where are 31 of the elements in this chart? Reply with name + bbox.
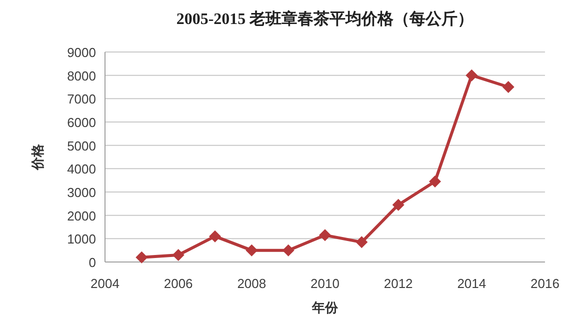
point (392, 198, 404, 211)
y-tick-label: 3000 (67, 185, 96, 200)
y-tick-label: 7000 (67, 92, 96, 107)
y-tick-label: 9000 (67, 45, 96, 60)
x-tick-label: 2014 (457, 276, 486, 291)
x-tick-label: 2004 (90, 276, 120, 291)
point (466, 69, 478, 82)
y-axis-title: 价格 (30, 143, 45, 171)
y-tick-label: 0 (88, 255, 96, 270)
point (319, 229, 331, 242)
y-tick-label: 5000 (67, 138, 96, 154)
x-tick-label: 2006 (164, 276, 193, 291)
x-tick-label: 2012 (384, 276, 413, 291)
y-tick-label: 4000 (67, 162, 96, 177)
x-tick-label: 2008 (237, 276, 266, 291)
y-tick-label: 8000 (67, 68, 96, 84)
y-tick-label: 2000 (67, 208, 96, 224)
y-tick-label: 6000 (67, 115, 96, 130)
point (356, 236, 368, 248)
x-axis-title: 年份 (311, 300, 339, 315)
point (502, 81, 514, 93)
point (282, 244, 294, 256)
x-tick-label: 2016 (530, 276, 560, 291)
point (429, 176, 441, 188)
x-tick-label: 2010 (310, 276, 340, 291)
point (136, 251, 148, 264)
y-tick-label: 1000 (67, 232, 96, 247)
point (246, 244, 258, 256)
point (172, 249, 184, 261)
point (209, 230, 221, 242)
chart-title: 2005-2015 老班章春茶平均价格（每公斤） (176, 10, 474, 28)
